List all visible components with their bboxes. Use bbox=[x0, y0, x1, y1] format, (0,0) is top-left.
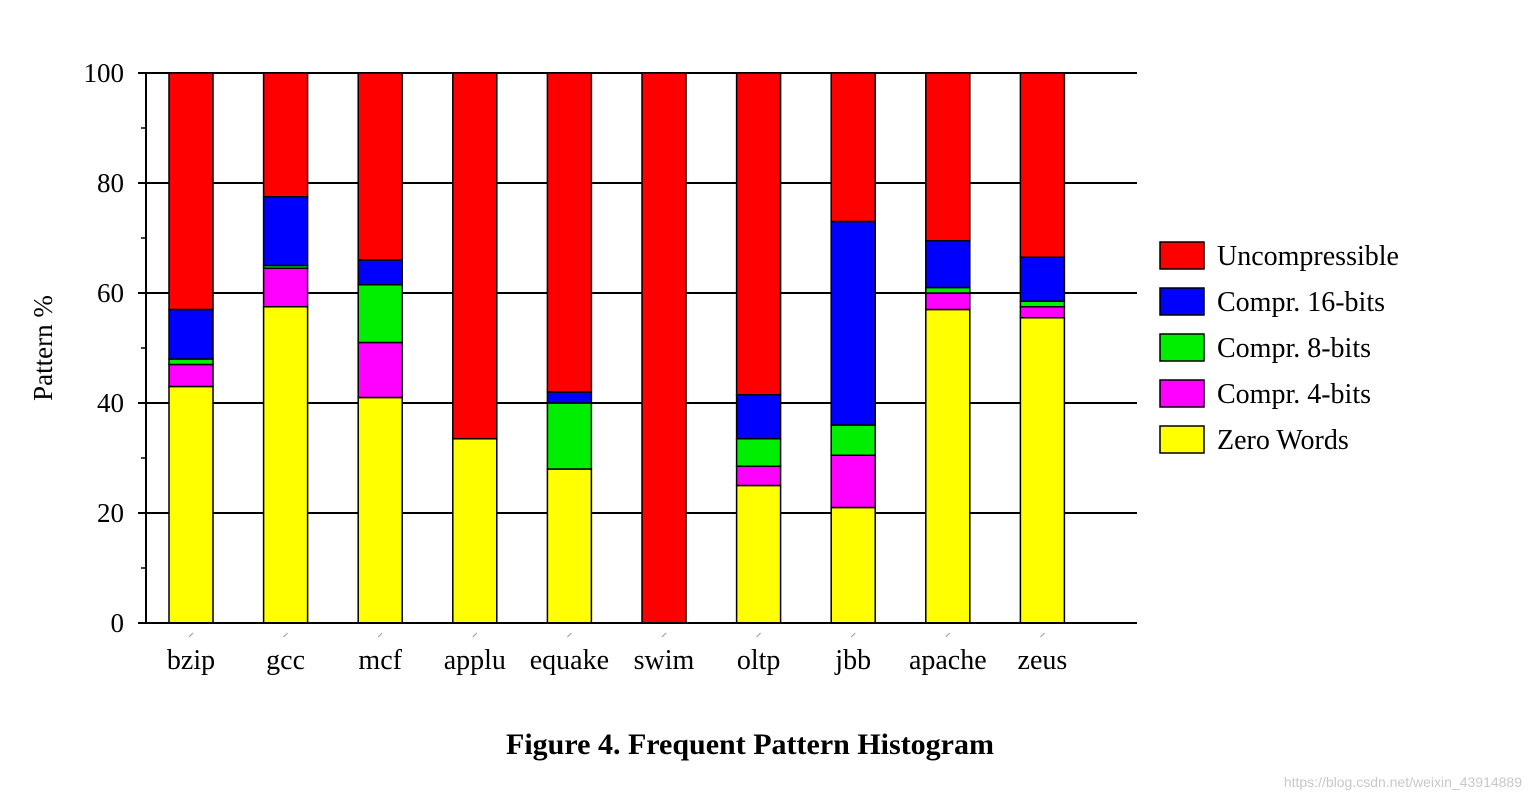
bar-segment bbox=[925, 308, 971, 624]
bar-segment bbox=[735, 72, 782, 396]
bar-segment bbox=[452, 72, 498, 440]
bar-segment bbox=[641, 72, 687, 624]
bar-segment bbox=[925, 292, 971, 311]
bar-segment bbox=[357, 396, 403, 624]
legend-swatch bbox=[1159, 241, 1205, 270]
bar-segment bbox=[168, 385, 214, 624]
bar-segment bbox=[830, 424, 876, 456]
x-tick-label: mcf bbox=[358, 645, 402, 676]
x-tick-mark bbox=[945, 632, 951, 638]
bar-segment bbox=[262, 267, 309, 308]
bar-segment bbox=[168, 358, 214, 366]
x-tick-label: zeus bbox=[1018, 645, 1068, 676]
bar-segment bbox=[546, 72, 593, 393]
x-tick-label: bzip bbox=[167, 645, 215, 676]
bar-segment bbox=[735, 484, 782, 624]
x-tick-mark bbox=[1040, 632, 1045, 638]
y-tick-label: 100 bbox=[84, 58, 125, 88]
bar-segment bbox=[1019, 317, 1066, 624]
bar-segment bbox=[357, 284, 403, 344]
bar-segment bbox=[546, 468, 593, 624]
bar-segment bbox=[262, 72, 309, 198]
bar-segment bbox=[168, 72, 214, 311]
legend-label: Compr. 8-bits bbox=[1217, 333, 1371, 364]
x-tick-label: oltp bbox=[737, 645, 781, 676]
x-tick-mark bbox=[661, 632, 667, 638]
bar-segment bbox=[357, 72, 403, 261]
x-tick-label: gcc bbox=[266, 645, 305, 676]
bar-segment bbox=[262, 196, 309, 267]
legend-swatch bbox=[1159, 379, 1205, 408]
x-tick-label: equake bbox=[530, 645, 609, 676]
bar-segment bbox=[830, 220, 876, 426]
figure-caption: Figure 4. Frequent Pattern Histogram bbox=[506, 728, 994, 761]
bar-segment bbox=[925, 72, 971, 242]
x-tick-label: swim bbox=[634, 645, 695, 676]
x-tick-mark bbox=[188, 632, 194, 638]
y-tick-label: 0 bbox=[111, 608, 125, 638]
bar-segment bbox=[168, 363, 214, 388]
bar-segment bbox=[357, 259, 403, 286]
bar-segment bbox=[830, 72, 876, 223]
y-tick-label: 40 bbox=[97, 388, 124, 418]
legend-swatch bbox=[1159, 333, 1205, 362]
x-tick-mark bbox=[850, 632, 856, 638]
legend-swatch bbox=[1159, 287, 1205, 316]
x-tick-mark bbox=[567, 632, 572, 638]
x-tick-mark bbox=[377, 632, 383, 638]
bar-segment bbox=[830, 454, 876, 509]
legend-label: Zero Words bbox=[1217, 425, 1349, 456]
bar-segment bbox=[1019, 300, 1066, 308]
bar-segment bbox=[168, 308, 214, 360]
legend-label: Compr. 4-bits bbox=[1217, 379, 1371, 410]
x-tick-mark bbox=[472, 632, 478, 638]
bar-segment bbox=[735, 394, 782, 440]
bar-segment bbox=[925, 286, 971, 294]
bar-segment bbox=[1019, 72, 1066, 258]
legend-swatch bbox=[1159, 425, 1205, 454]
bar-segment bbox=[735, 438, 782, 467]
bar-segment bbox=[262, 306, 309, 624]
x-tick-label: applu bbox=[444, 645, 506, 676]
bar-segment bbox=[452, 438, 498, 624]
bar-segment bbox=[925, 240, 971, 289]
x-tick-label: jbb bbox=[834, 645, 871, 676]
y-axis-label: Pattern % bbox=[28, 295, 58, 401]
bar-segment bbox=[546, 391, 593, 404]
bar-segment bbox=[357, 341, 403, 399]
y-tick-label: 20 bbox=[97, 498, 124, 528]
y-tick-label: 80 bbox=[97, 168, 124, 198]
x-tick-mark bbox=[756, 632, 761, 638]
legend-label: Uncompressible bbox=[1217, 241, 1399, 272]
bar-segment bbox=[546, 402, 593, 470]
bar-segment bbox=[1019, 306, 1066, 319]
x-tick-label: apache bbox=[909, 645, 987, 676]
watermark: https://blog.csdn.net/weixin_43914889 bbox=[1283, 774, 1522, 790]
bar-segment bbox=[1019, 256, 1066, 302]
y-tick-label: 60 bbox=[97, 278, 124, 308]
bar-segment bbox=[735, 465, 782, 487]
x-tick-mark bbox=[283, 632, 288, 638]
legend-label: Compr. 16-bits bbox=[1217, 287, 1385, 318]
bar-segment bbox=[830, 506, 876, 624]
